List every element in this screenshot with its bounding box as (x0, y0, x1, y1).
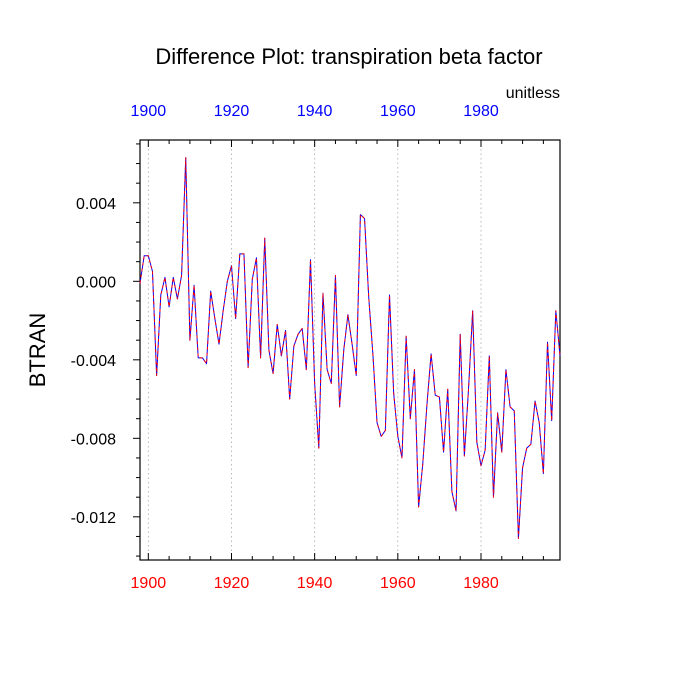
series-line-solid-0 (139, 157, 561, 539)
chart-title: Difference Plot: transpiration beta fact… (155, 44, 542, 69)
units-label: unitless (506, 85, 560, 102)
axis-tick-labels: 1900 1900 1920 1920 1940 1940 1960 1960 1980 1980… (71, 103, 499, 592)
y-tick-label-4: -0.012 (71, 510, 116, 527)
axis-ticks (133, 140, 544, 560)
plot-frame (139, 139, 561, 561)
y-tick-label-3: -0.008 (71, 431, 116, 448)
x-tick-label-top-1960: 1960 (380, 103, 416, 120)
x-tick-label-bottom-1960: 1960 (380, 575, 416, 592)
y-tick-label-0: 0.004 (76, 196, 116, 213)
y-tick-label-2: -0.004 (71, 353, 116, 370)
x-tick-label-bottom-1900: 1900 (131, 575, 167, 592)
x-tick-label-bottom-1980: 1980 (463, 575, 499, 592)
x-tick-label-bottom-1940: 1940 (297, 575, 333, 592)
x-tick-label-bottom-1920: 1920 (214, 575, 250, 592)
x-tick-label-top-1980: 1980 (463, 103, 499, 120)
series-line-dashed-0 (139, 157, 561, 539)
y-tick-label-1: 0.000 (76, 274, 116, 291)
x-tick-label-top-1900: 1900 (131, 103, 167, 120)
series-layer (139, 157, 561, 539)
x-tick-label-top-1940: 1940 (297, 103, 333, 120)
y-axis-title: BTRAN (25, 313, 50, 388)
x-tick-label-top-1920: 1920 (214, 103, 250, 120)
